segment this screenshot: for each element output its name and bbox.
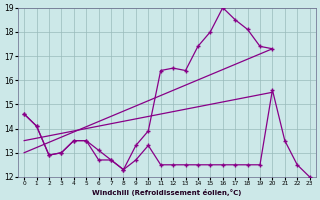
X-axis label: Windchill (Refroidissement éolien,°C): Windchill (Refroidissement éolien,°C): [92, 189, 242, 196]
